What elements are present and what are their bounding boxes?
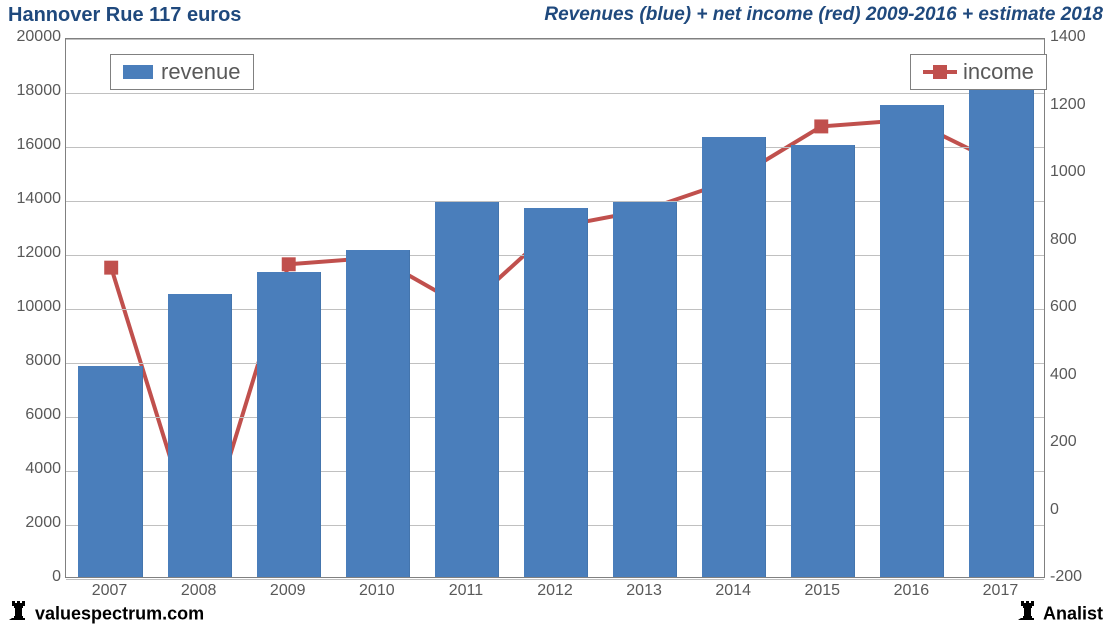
ytick-left: 6000 [3, 406, 61, 424]
xtick: 2007 [92, 582, 128, 600]
ytick-right: 400 [1050, 366, 1105, 384]
gridline [66, 39, 1044, 40]
legend-revenue: revenue [110, 54, 254, 90]
xtick: 2015 [804, 582, 840, 600]
bar [435, 202, 499, 577]
ytick-right: -200 [1050, 568, 1105, 586]
bar [702, 137, 766, 577]
bar [524, 208, 588, 577]
ytick-left: 16000 [3, 136, 61, 154]
chart-footer: valuespectrum.com Analist [0, 601, 1111, 627]
xtick: 2016 [894, 582, 930, 600]
xtick: 2013 [626, 582, 662, 600]
bar [257, 272, 321, 577]
ytick-left: 8000 [3, 352, 61, 370]
ytick-left: 10000 [3, 298, 61, 316]
bar [791, 145, 855, 577]
footer-right-text: Analist [1043, 603, 1103, 623]
ytick-right: 800 [1050, 231, 1105, 249]
xtick: 2012 [537, 582, 573, 600]
ytick-left: 2000 [3, 514, 61, 532]
ytick-right: 1000 [1050, 163, 1105, 181]
income-marker [814, 119, 828, 133]
gridline [66, 579, 1044, 580]
chart-container: Hannover Rue 117 euros Revenues (blue) +… [0, 0, 1111, 627]
ytick-left: 20000 [3, 28, 61, 46]
xtick: 2008 [181, 582, 217, 600]
income-marker [282, 257, 296, 271]
legend-income-swatch [923, 63, 957, 81]
ytick-right: 600 [1050, 298, 1105, 316]
ytick-left: 0 [3, 568, 61, 586]
bar [969, 86, 1033, 577]
ytick-left: 14000 [3, 190, 61, 208]
footer-left: valuespectrum.com [8, 602, 204, 627]
plot-area [65, 38, 1045, 578]
gridline [66, 93, 1044, 94]
ytick-right: 0 [1050, 501, 1105, 519]
bar [880, 105, 944, 578]
chart-title-left: Hannover Rue 117 euros [8, 4, 241, 27]
footer-right: Analist [1017, 602, 1103, 627]
xtick: 2014 [715, 582, 751, 600]
bar [78, 366, 142, 577]
chart-title-right: Revenues (blue) + net income (red) 2009-… [544, 4, 1103, 26]
xtick: 2009 [270, 582, 306, 600]
ytick-right: 1400 [1050, 28, 1105, 46]
legend-income-label: income [963, 59, 1034, 85]
bar [346, 250, 410, 577]
xtick: 2011 [449, 582, 483, 600]
bar [168, 294, 232, 578]
xtick: 2010 [359, 582, 395, 600]
chart-header: Hannover Rue 117 euros Revenues (blue) +… [0, 0, 1111, 30]
ytick-right: 200 [1050, 433, 1105, 451]
legend-revenue-swatch [123, 65, 153, 79]
ytick-right: 1200 [1050, 96, 1105, 114]
bar [613, 202, 677, 577]
legend-income: income [910, 54, 1047, 90]
income-marker [104, 261, 118, 275]
legend-revenue-label: revenue [161, 59, 241, 85]
ytick-left: 18000 [3, 82, 61, 100]
rook-icon [8, 600, 26, 625]
rook-icon [1017, 600, 1035, 625]
ytick-left: 4000 [3, 460, 61, 478]
ytick-left: 12000 [3, 244, 61, 262]
footer-left-text: valuespectrum.com [35, 603, 204, 623]
xtick: 2017 [983, 582, 1019, 600]
